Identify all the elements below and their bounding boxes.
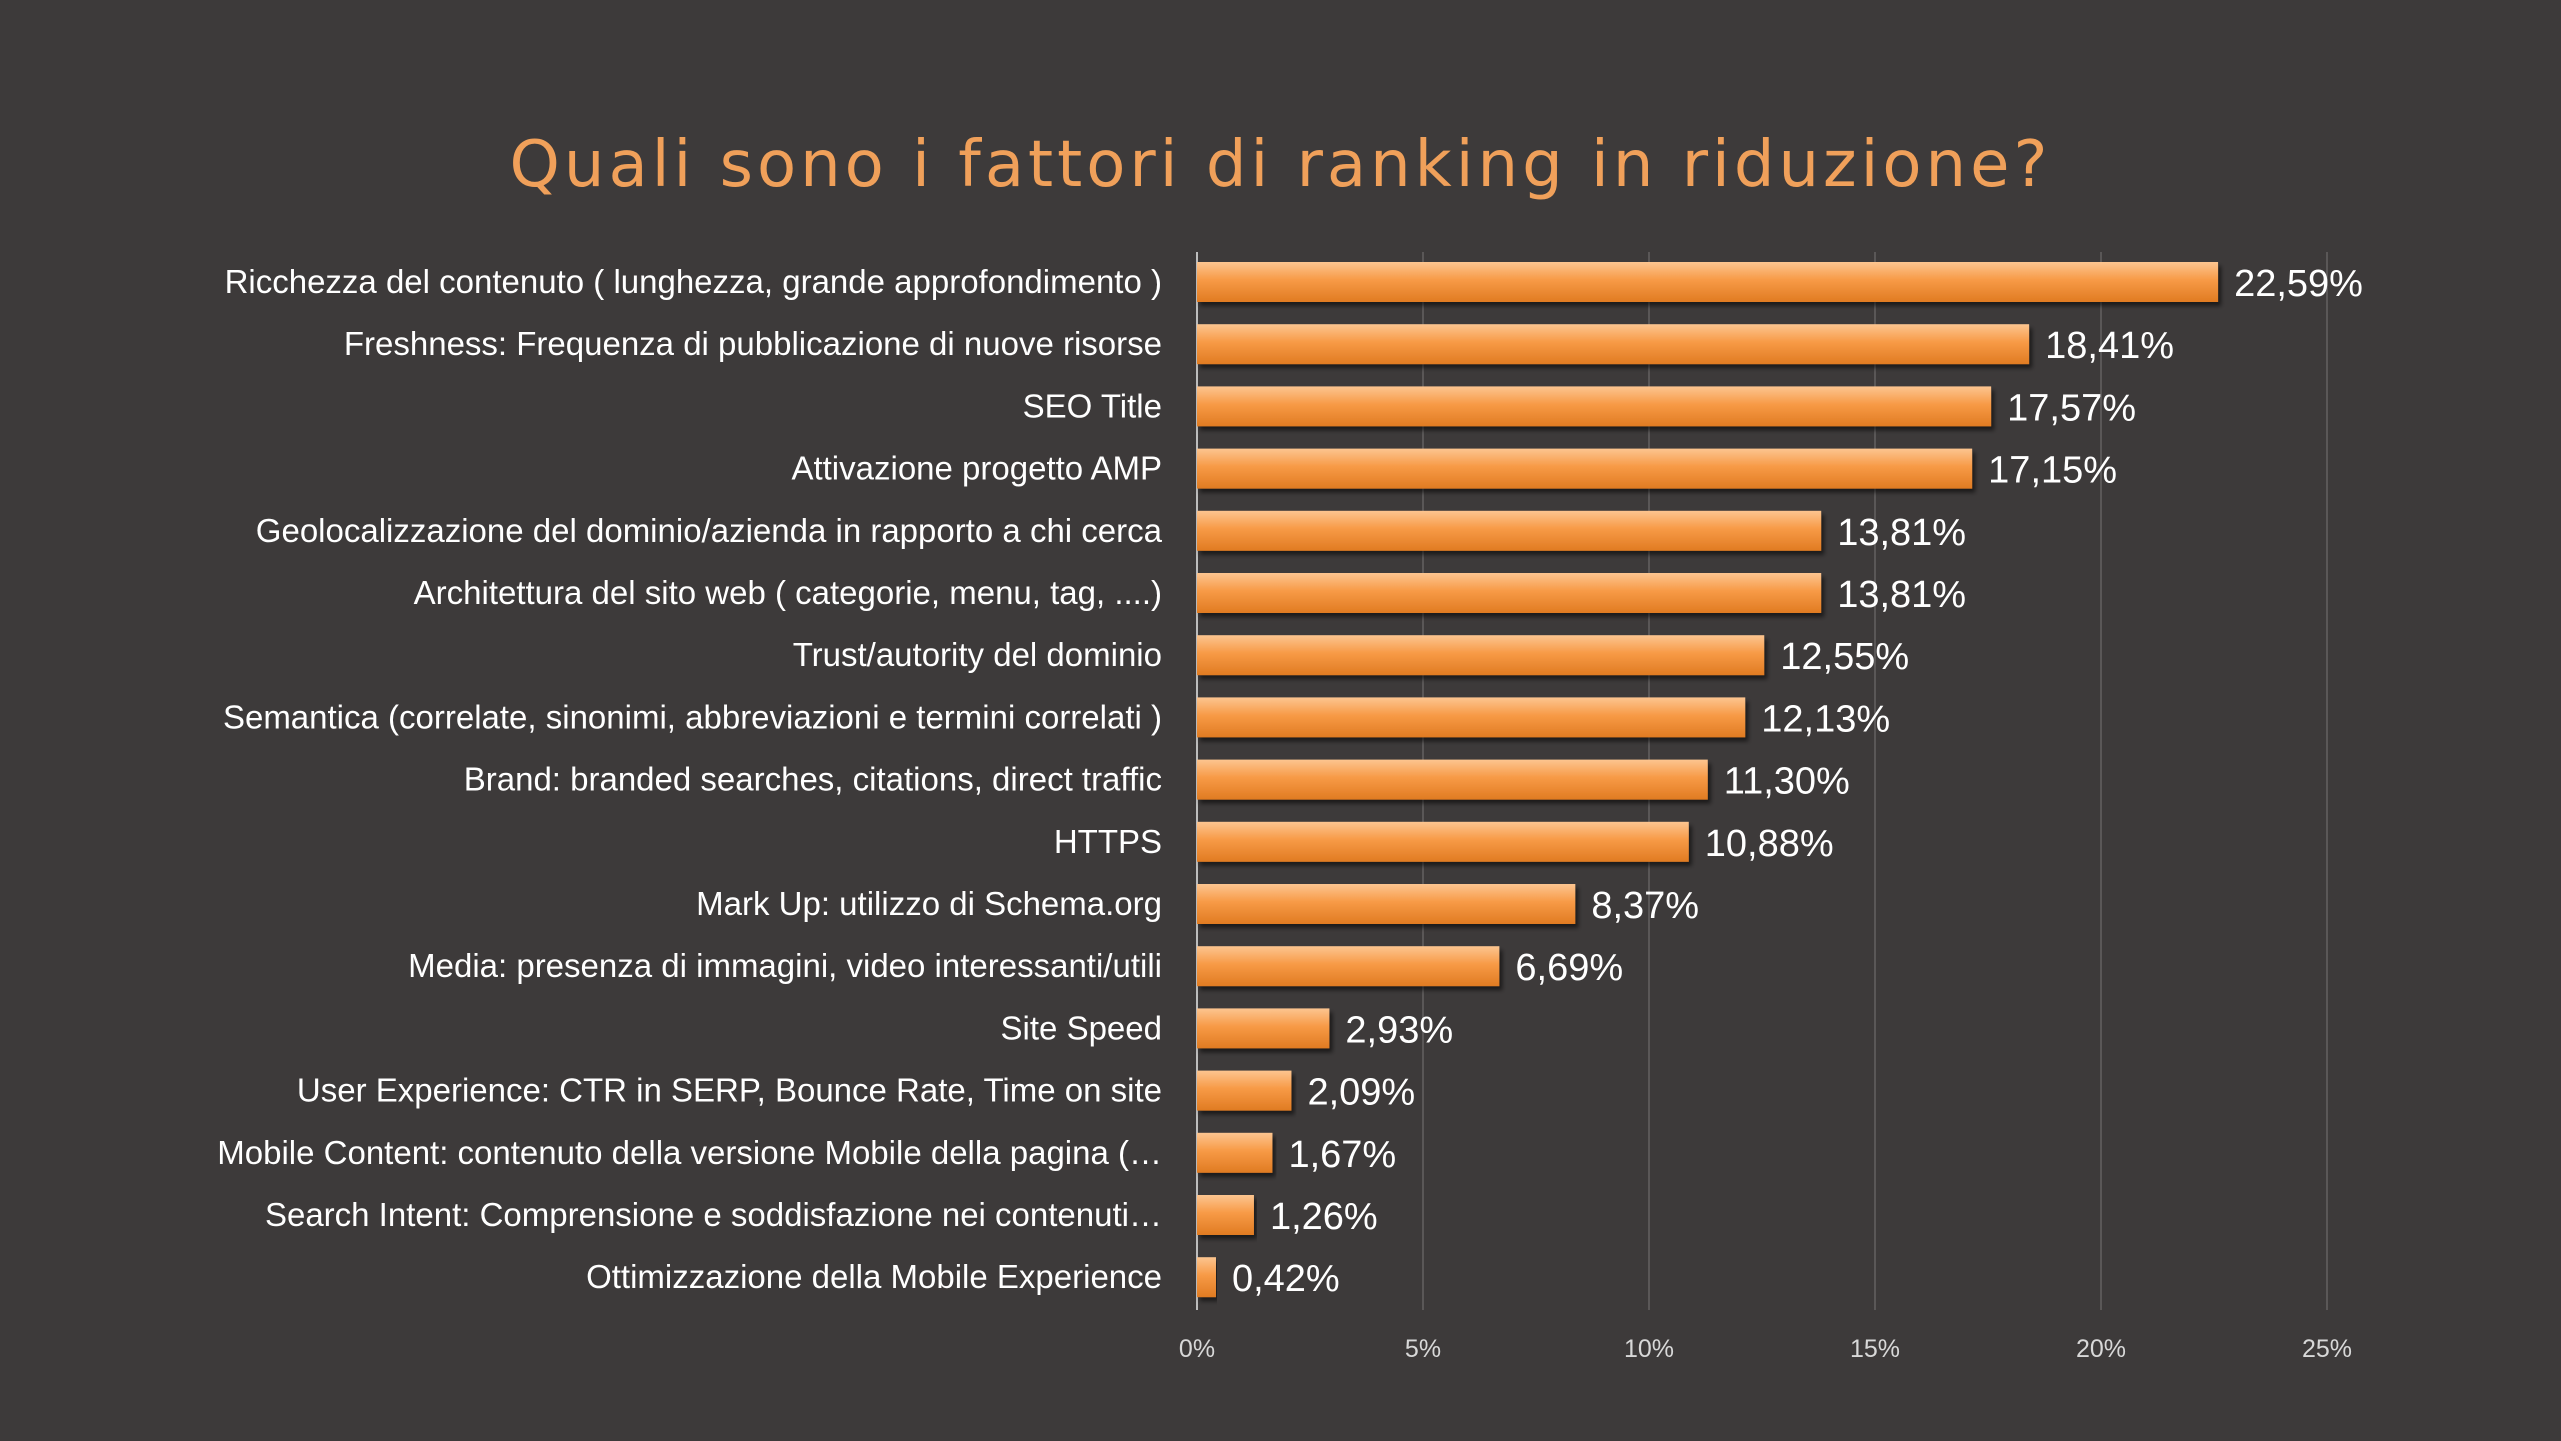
category-label: Mark Up: utilizzo di Schema.org (696, 885, 1162, 922)
category-label: Trust/autority del dominio (793, 636, 1162, 673)
x-tick-label: 0% (1179, 1335, 1215, 1363)
x-axis-ticks: 0% 5% 10% 15% 20% 25% (1179, 1335, 2352, 1363)
x-tick-label: 25% (2302, 1335, 2352, 1363)
data-label: 12,55% (1780, 636, 1909, 678)
category-label: User Experience: CTR in SERP, Bounce Rat… (297, 1072, 1162, 1109)
bar (1197, 386, 1992, 427)
bar (1197, 324, 2030, 365)
bar (1197, 1008, 1330, 1049)
data-label: 11,30% (1724, 761, 1850, 803)
x-tick-label: 5% (1405, 1335, 1441, 1363)
category-label: Architettura del sito web ( categorie, m… (414, 574, 1162, 611)
data-label: 2,09% (1307, 1072, 1415, 1114)
data-label: 17,57% (2007, 387, 2136, 429)
bar (1197, 1070, 1292, 1111)
data-label: 8,37% (1591, 885, 1699, 927)
data-label: 17,15% (1988, 450, 2117, 492)
data-label: 2,93% (1345, 1009, 1453, 1051)
category-label: Ottimizzazione della Mobile Experience (586, 1258, 1162, 1295)
category-label: Media: presenza di immagini, video inter… (408, 947, 1162, 984)
bar (1197, 759, 1708, 800)
category-label: SEO Title (1023, 387, 1162, 424)
bar (1197, 697, 1746, 738)
value-labels: 22,59% 18,41% 17,57% 17,15% 13,81% 13,81% 12,5… (1232, 263, 2363, 1300)
bar (1197, 573, 1822, 613)
bar (1197, 262, 2219, 302)
data-label: 18,41% (2045, 325, 2174, 367)
category-label: Attivazione progetto AMP (791, 450, 1162, 487)
data-label: 1,67% (1288, 1134, 1396, 1176)
bar (1197, 635, 1765, 676)
bar (1197, 1257, 1216, 1298)
data-label: 0,42% (1232, 1258, 1340, 1300)
bar (1197, 510, 1822, 551)
bars (1197, 262, 2219, 1298)
category-labels: Ricchezza del contenuto ( lunghezza, gra… (217, 263, 1162, 1295)
category-label: HTTPS (1054, 823, 1162, 860)
x-tick-label: 20% (2076, 1335, 2126, 1363)
category-label: Site Speed (1001, 1009, 1162, 1046)
data-label: 10,88% (1705, 823, 1834, 865)
bar (1197, 821, 1689, 862)
bar (1197, 1195, 1254, 1235)
data-label: 13,81% (1837, 574, 1966, 616)
category-label: Geolocalizzazione del dominio/azienda in… (256, 512, 1163, 549)
category-label: Ricchezza del contenuto ( lunghezza, gra… (225, 263, 1162, 300)
category-label: Mobile Content: contenuto della versione… (217, 1134, 1162, 1171)
category-label: Brand: branded searches, citations, dire… (464, 761, 1162, 798)
category-label: Freshness: Frequenza di pubblicazione di… (344, 325, 1162, 362)
data-label: 1,26% (1270, 1196, 1378, 1238)
category-label: Semantica (correlate, sinonimi, abbrevia… (223, 698, 1162, 735)
bar (1197, 884, 1576, 924)
chart-title: Quali sono i fattori di ranking in riduz… (509, 128, 2052, 202)
bar (1197, 1132, 1273, 1173)
bar (1197, 946, 1500, 987)
bar (1197, 448, 1973, 489)
x-tick-label: 10% (1624, 1335, 1674, 1363)
x-tick-label: 15% (1850, 1335, 1900, 1363)
data-label: 13,81% (1837, 512, 1966, 554)
data-label: 12,13% (1761, 698, 1890, 740)
data-label: 6,69% (1515, 947, 1623, 989)
data-label: 22,59% (2234, 263, 2363, 305)
category-label: Search Intent: Comprensione e soddisfazi… (265, 1196, 1162, 1233)
